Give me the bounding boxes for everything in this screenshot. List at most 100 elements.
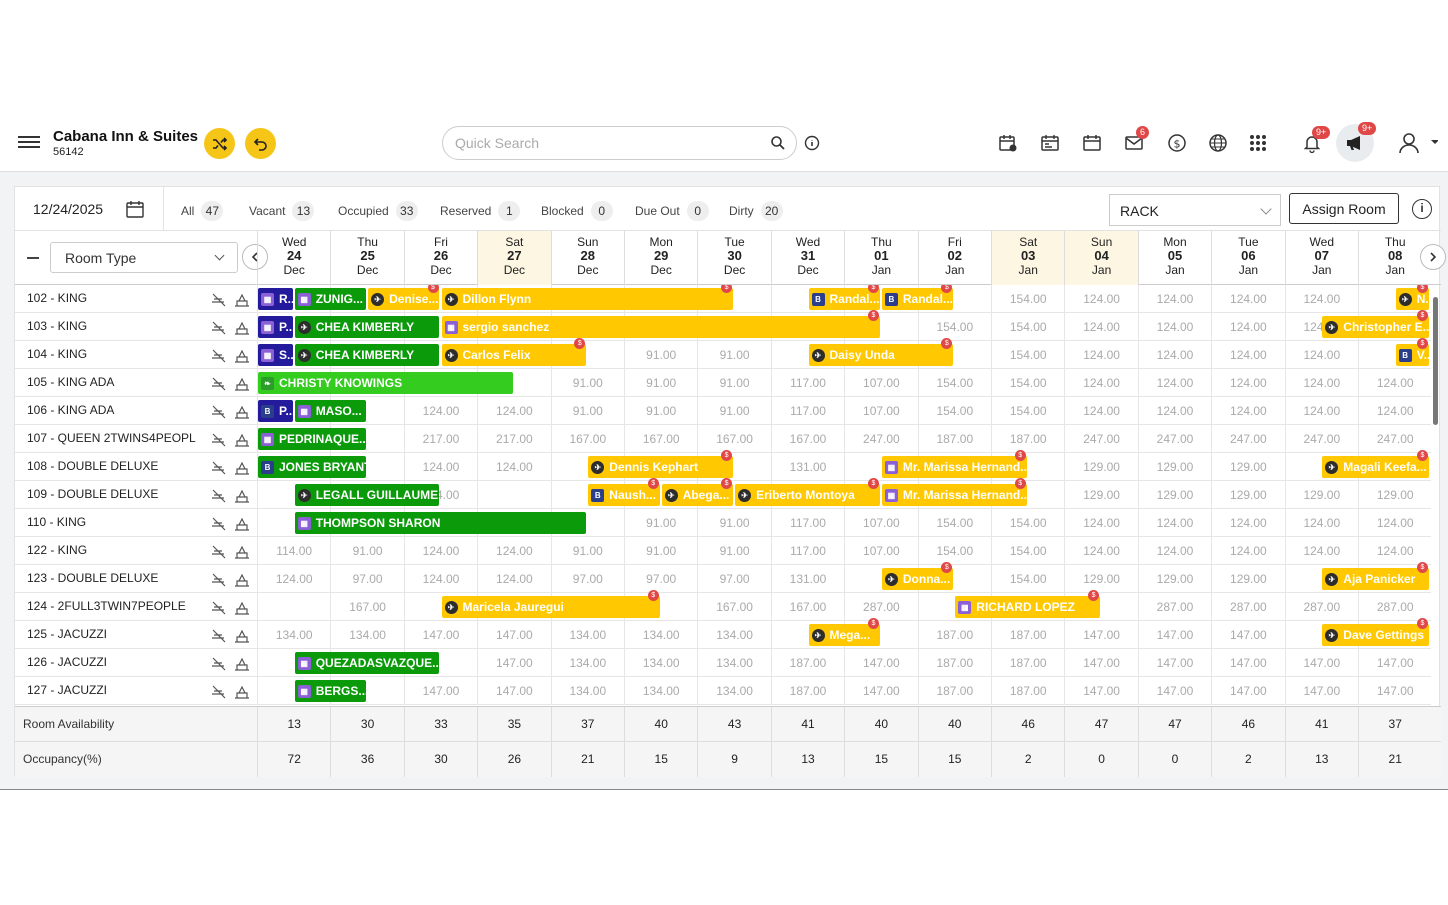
rate-cell[interactable] <box>257 397 330 425</box>
rate-cell[interactable] <box>917 593 991 621</box>
rate-cell[interactable]: 187.00 <box>991 677 1064 705</box>
rate-cell[interactable]: 147.00 <box>1211 649 1284 677</box>
rate-cell[interactable]: 154.00 <box>917 537 991 565</box>
rate-cell[interactable]: 91.00 <box>624 509 697 537</box>
rate-cell[interactable]: 124.00 <box>1211 369 1284 397</box>
rate-cell[interactable]: 124.00 <box>1211 313 1284 341</box>
rate-cell[interactable]: 124.00 <box>477 537 550 565</box>
rate-cell[interactable]: 154.00 <box>917 397 991 425</box>
booking-bar[interactable]: ✈ Maricela Jauregui <box>441 596 660 618</box>
shuffle-button[interactable] <box>204 128 235 159</box>
booking-bar[interactable]: B JONES BRYANT <box>258 456 367 478</box>
booking-bar[interactable]: ▦ PEDRINAQUE... <box>258 428 367 450</box>
rate-cell[interactable]: 287.00 <box>844 593 917 621</box>
booking-bar[interactable]: ✈ Carlos Felix <box>441 344 587 366</box>
booking-bar[interactable]: B Randal... <box>881 288 954 310</box>
rate-cell[interactable]: 124.00 <box>477 453 550 481</box>
rate-cell[interactable]: 129.00 <box>1064 565 1137 593</box>
rate-cell[interactable]: 124.00 <box>1137 369 1211 397</box>
rate-cell[interactable]: 134.00 <box>624 649 697 677</box>
rate-cell[interactable] <box>1284 453 1358 481</box>
rate-cell[interactable]: 167.00 <box>770 593 844 621</box>
booking-bar[interactable]: ✈ Abega... <box>661 484 734 506</box>
rate-cell[interactable]: 114.00 <box>257 537 330 565</box>
rate-cell[interactable]: 187.00 <box>770 649 844 677</box>
rate-cell[interactable]: 147.00 <box>844 649 917 677</box>
rate-cell[interactable] <box>1284 565 1358 593</box>
rate-cell[interactable]: 129.00 <box>1211 481 1284 509</box>
room-label[interactable]: 105 - KING ADA <box>27 375 115 389</box>
rate-cell[interactable] <box>257 341 330 369</box>
room-label[interactable]: 126 - JACUZZI <box>27 655 108 669</box>
booking-bar[interactable]: ▦ Mr. Marissa Hernand... <box>881 484 1027 506</box>
rate-cell[interactable] <box>550 481 624 509</box>
filter-vacant[interactable]: Vacant 13 <box>249 201 315 221</box>
info-icon[interactable] <box>801 132 823 154</box>
rate-cell[interactable] <box>257 313 330 341</box>
rate-cell[interactable]: 129.00 <box>1211 565 1284 593</box>
rate-cell[interactable]: 134.00 <box>697 677 770 705</box>
booking-bar[interactable]: ▦ P... <box>258 316 293 338</box>
rate-cell[interactable]: 97.00 <box>697 565 770 593</box>
rate-cell[interactable] <box>844 565 917 593</box>
rate-cell[interactable]: 147.00 <box>1137 649 1211 677</box>
rate-cell[interactable]: 154.00 <box>917 313 991 341</box>
rate-cell[interactable] <box>257 677 330 705</box>
rate-cell[interactable]: 107.00 <box>844 369 917 397</box>
rate-cell[interactable]: 147.00 <box>1064 621 1137 649</box>
rate-cell[interactable]: 124.00 <box>1358 537 1431 565</box>
rate-cell[interactable]: 187.00 <box>917 425 991 453</box>
booking-bar[interactable]: ✈ Dennis Kephart <box>588 456 734 478</box>
rate-cell[interactable] <box>1358 285 1431 313</box>
rate-cell[interactable]: 287.00 <box>1137 593 1211 621</box>
dollar-icon[interactable]: $ <box>1166 132 1188 154</box>
rate-cell[interactable]: 247.00 <box>1211 425 1284 453</box>
filter-all[interactable]: All 47 <box>181 201 224 221</box>
rate-cell[interactable]: 247.00 <box>844 425 917 453</box>
booking-bar[interactable]: ✈ CHEA KIMBERLY <box>294 316 440 338</box>
rate-cell[interactable]: 147.00 <box>1284 649 1358 677</box>
date-picker-icon[interactable] <box>125 199 145 224</box>
rate-cell[interactable]: 124.00 <box>1064 285 1137 313</box>
rate-cell[interactable]: 167.00 <box>770 425 844 453</box>
rate-cell[interactable]: 187.00 <box>991 621 1064 649</box>
rate-cell[interactable]: 107.00 <box>844 509 917 537</box>
booking-bar[interactable]: ✈ Daisy Unda <box>808 344 954 366</box>
rate-cell[interactable]: 91.00 <box>624 369 697 397</box>
rate-cell[interactable]: 247.00 <box>1064 425 1137 453</box>
rate-cell[interactable]: 247.00 <box>1284 425 1358 453</box>
booking-bar[interactable]: ✈ Donna... <box>881 568 954 590</box>
rate-cell[interactable]: 129.00 <box>1064 481 1137 509</box>
rate-cell[interactable]: 167.00 <box>624 425 697 453</box>
booking-bar[interactable]: ✈ Mega... <box>808 624 880 646</box>
undo-button[interactable] <box>245 128 276 159</box>
rate-cell[interactable]: 124.00 <box>1137 341 1211 369</box>
apps-grid-icon[interactable] <box>1247 132 1269 154</box>
rate-cell[interactable]: 124.00 <box>1358 369 1431 397</box>
rate-cell[interactable]: 91.00 <box>624 397 697 425</box>
booking-bar[interactable]: ▦ S... <box>258 344 293 366</box>
calendar-add-icon[interactable] <box>997 132 1019 154</box>
rate-cell[interactable]: 187.00 <box>917 649 991 677</box>
rate-cell[interactable]: 107.00 <box>844 537 917 565</box>
rate-cell[interactable] <box>403 593 477 621</box>
rate-cell[interactable]: 124.00 <box>1064 313 1137 341</box>
rate-cell[interactable]: 91.00 <box>550 537 624 565</box>
rate-cell[interactable]: 217.00 <box>477 425 550 453</box>
rate-cell[interactable]: 187.00 <box>991 649 1064 677</box>
rate-cell[interactable]: 91.00 <box>624 341 697 369</box>
booking-bar[interactable]: ✈ N... <box>1395 288 1429 310</box>
rate-cell[interactable]: 124.00 <box>1137 397 1211 425</box>
filter-occupied[interactable]: Occupied 33 <box>338 201 418 221</box>
booking-bar[interactable]: ✈ Christopher E... <box>1322 316 1429 338</box>
rate-cell[interactable]: 131.00 <box>770 565 844 593</box>
assign-room-button[interactable]: Assign Room <box>1289 193 1399 224</box>
booking-bar[interactable]: ✈ Magali Keefa... <box>1322 456 1429 478</box>
booking-bar[interactable]: ✈ Aja Panicker <box>1322 568 1429 590</box>
rate-cell[interactable]: 287.00 <box>1358 593 1431 621</box>
rate-cell[interactable]: 124.00 <box>1137 285 1211 313</box>
rate-cell[interactable]: 117.00 <box>770 537 844 565</box>
rate-cell[interactable] <box>477 481 550 509</box>
rate-cell[interactable]: 91.00 <box>550 369 624 397</box>
rate-cell[interactable]: 134.00 <box>330 621 403 649</box>
